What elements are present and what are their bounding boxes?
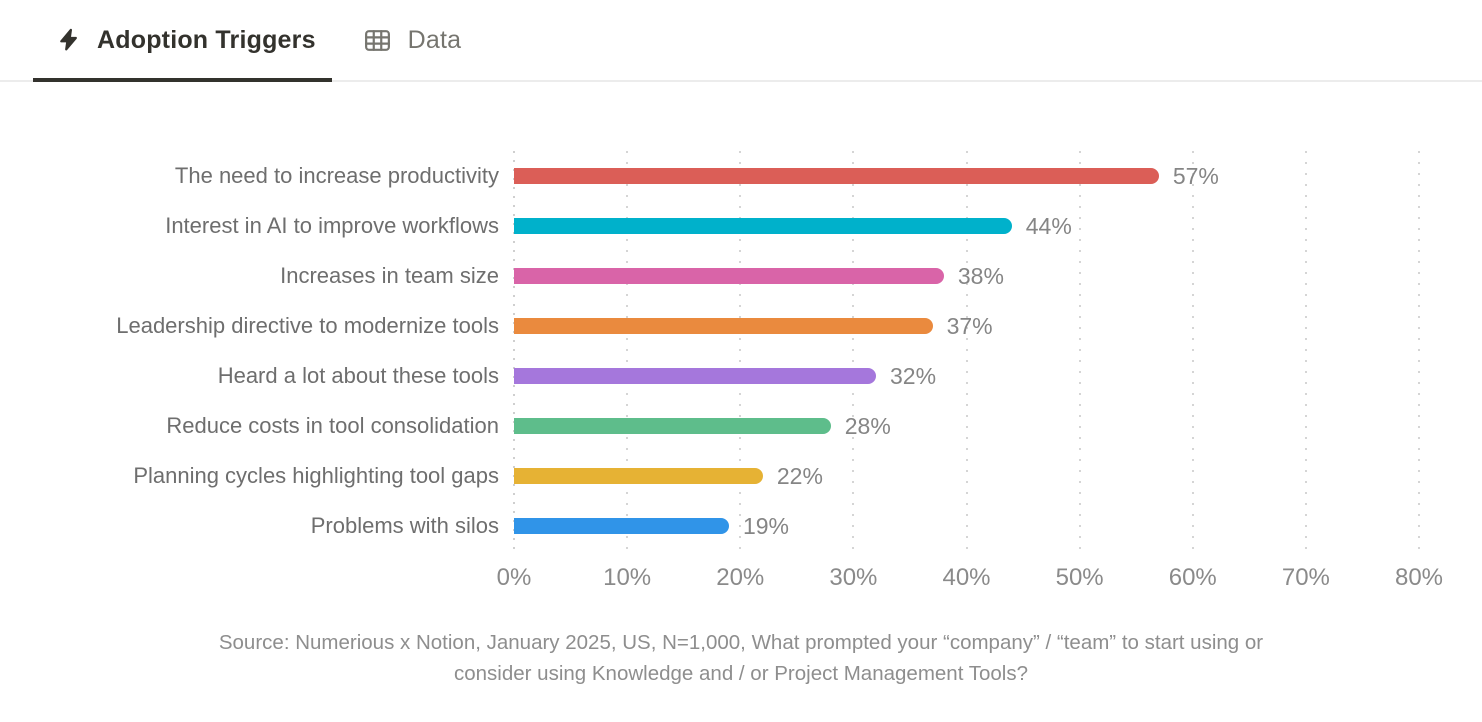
- bar-row: 32%: [514, 351, 1419, 401]
- source-caption: Source: Numerious x Notion, January 2025…: [0, 627, 1482, 689]
- tab-adoption-triggers-label: Adoption Triggers: [97, 25, 316, 54]
- bar-row: 37%: [514, 301, 1419, 351]
- category-label: Leadership directive to modernize tools: [116, 313, 499, 338]
- bar-row: 38%: [514, 251, 1419, 301]
- x-axis-ticks: 0% 10% 20% 30% 40% 50% 60% 70% 80%: [497, 551, 1443, 595]
- value-label: 19%: [742, 512, 789, 539]
- lightning-icon: [55, 27, 82, 54]
- x-tick-label: 60%: [1168, 564, 1217, 591]
- bar[interactable]: [514, 368, 876, 384]
- tab-data-label: Data: [407, 25, 462, 54]
- bar[interactable]: [514, 518, 729, 534]
- x-tick-label: 40%: [942, 564, 991, 591]
- bar[interactable]: [514, 468, 763, 484]
- category-label: Problems with silos: [310, 513, 499, 538]
- bar[interactable]: [514, 218, 1012, 234]
- bar-row: 57%: [514, 151, 1419, 201]
- tab-data[interactable]: Data: [340, 0, 478, 80]
- bar-row: 22%: [514, 451, 1419, 501]
- plot-area: 57% 44% 38% 37% 32% 28% 22% 19%: [513, 151, 1420, 551]
- x-tick-label: 30%: [829, 564, 878, 591]
- tab-adoption-triggers[interactable]: Adoption Triggers: [33, 0, 332, 82]
- x-tick-label: 0%: [496, 564, 532, 591]
- bar[interactable]: [514, 268, 944, 284]
- source-line-1: Source: Numerious x Notion, January 2025…: [218, 631, 1264, 654]
- category-label: Heard a lot about these tools: [217, 363, 499, 388]
- bar[interactable]: [514, 418, 831, 434]
- x-tick-label: 10%: [603, 564, 652, 591]
- value-label: 22%: [776, 462, 823, 489]
- source-line-2: consider using Knowledge and / or Projec…: [454, 662, 1028, 685]
- category-label: Reduce costs in tool consolidation: [166, 413, 499, 438]
- category-label: Planning cycles highlighting tool gaps: [133, 463, 499, 488]
- x-tick-label: 20%: [716, 564, 765, 591]
- value-label: 38%: [957, 262, 1004, 289]
- value-label: 32%: [890, 362, 937, 389]
- bar-row: 28%: [514, 401, 1419, 451]
- category-label: The need to increase productivity: [174, 163, 499, 188]
- category-label: Increases in team size: [280, 263, 499, 288]
- x-tick-label: 50%: [1055, 564, 1104, 591]
- x-tick-label: 80%: [1394, 564, 1444, 591]
- bar-row: 19%: [514, 501, 1419, 551]
- table-icon: [362, 25, 393, 56]
- value-label: 44%: [1025, 212, 1072, 239]
- bar-chart: The need to increase productivity Interes…: [0, 151, 1443, 595]
- value-label: 57%: [1172, 162, 1219, 189]
- tab-bar: Adoption Triggers Data: [0, 0, 1482, 82]
- bar[interactable]: [514, 168, 1159, 184]
- bar-row: 44%: [514, 201, 1419, 251]
- bar[interactable]: [514, 318, 933, 334]
- value-label: 37%: [946, 312, 993, 339]
- bar-rows: 57% 44% 38% 37% 32% 28% 22% 19%: [514, 151, 1419, 551]
- value-label: 28%: [844, 412, 891, 439]
- category-labels-column: The need to increase productivity Interes…: [0, 151, 514, 551]
- x-tick-label: 70%: [1281, 564, 1330, 591]
- category-label: Interest in AI to improve workflows: [165, 213, 499, 238]
